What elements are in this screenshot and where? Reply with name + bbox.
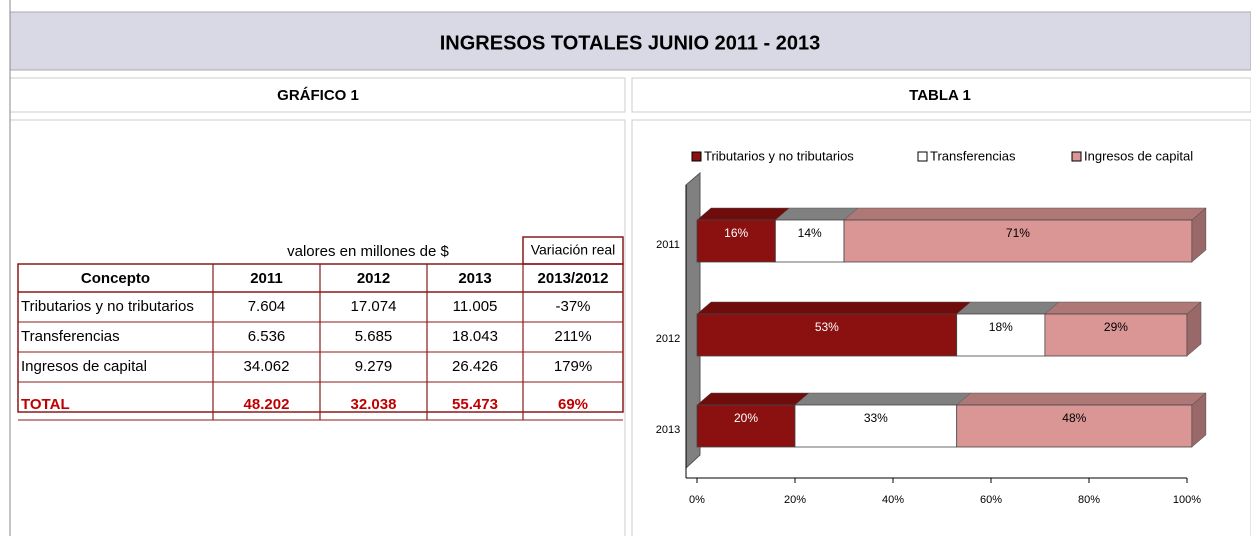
column-header: Concepto <box>81 270 150 287</box>
bar-side <box>1191 207 1207 263</box>
header-band <box>9 11 1251 71</box>
bar-top <box>843 207 1207 221</box>
data-label: 16% <box>724 226 748 240</box>
bar-segment <box>1044 313 1188 357</box>
variation-header: Variación real <box>531 242 616 258</box>
bar-segment <box>775 219 845 263</box>
column-header: 2012 <box>357 270 390 287</box>
table-cell: 11.005 <box>453 298 498 315</box>
legend-swatch <box>917 151 928 162</box>
right-title: TABLA 1 <box>909 87 971 104</box>
data-label: 33% <box>864 411 888 425</box>
x-tick-label: 100% <box>1173 494 1201 506</box>
bar-segment <box>696 404 796 448</box>
y-tick-label: 2012 <box>656 333 680 345</box>
table-note: valores en millones de $ <box>287 243 449 260</box>
bar-top <box>1044 301 1202 315</box>
legend-label: Ingresos de capital <box>1084 148 1193 163</box>
table-cell: 9.279 <box>355 358 393 375</box>
x-tick-label: 60% <box>980 494 1002 506</box>
table-cell: 7.604 <box>248 298 286 315</box>
table-cell: Transferencias <box>21 328 120 345</box>
legend-label: Transferencias <box>930 148 1016 163</box>
total-cell: 55.473 <box>452 396 498 413</box>
data-label: 14% <box>798 226 822 240</box>
table-cell: Tributarios y no tributarios <box>21 298 194 315</box>
column-header: 2013 <box>458 270 491 287</box>
table-cell: 5.685 <box>355 328 393 345</box>
table-cell: 211% <box>554 328 591 345</box>
bar-segment <box>794 404 958 448</box>
bar-top <box>696 301 972 315</box>
bar-top <box>794 392 972 406</box>
right-head <box>631 77 1251 113</box>
bar-segment <box>956 313 1046 357</box>
total-cell: 32.038 <box>351 396 397 413</box>
total-cell: 69% <box>558 396 588 413</box>
legend-swatch <box>1071 151 1082 162</box>
table-cell: Ingresos de capital <box>21 358 147 375</box>
data-label: 18% <box>989 320 1013 334</box>
table-cell: 17.074 <box>351 298 397 315</box>
total-cell: TOTAL <box>21 396 70 413</box>
bar-top <box>774 207 859 221</box>
left-title: GRÁFICO 1 <box>277 87 359 104</box>
bar-top <box>696 392 810 406</box>
table-cell: 34.062 <box>244 358 290 375</box>
legend-label: Tributarios y no tributarios <box>704 148 854 163</box>
left-head <box>9 77 626 113</box>
column-header: 2013/2012 <box>538 270 609 287</box>
legend-swatch <box>691 151 702 162</box>
table-cell: 18.043 <box>452 328 498 345</box>
bar-segment <box>696 313 958 357</box>
data-label: 71% <box>1006 226 1030 240</box>
bar-side <box>1191 392 1207 448</box>
x-tick-label: 80% <box>1078 494 1100 506</box>
y-tick-label: 2013 <box>656 424 680 436</box>
table-cell: 26.426 <box>452 358 498 375</box>
data-label: 29% <box>1104 320 1128 334</box>
column-header: 2011 <box>250 270 283 287</box>
data-label: 48% <box>1062 411 1086 425</box>
table-cell: 179% <box>554 358 592 375</box>
bar-top <box>956 301 1060 315</box>
bar-top <box>696 207 791 221</box>
bar-side <box>1186 301 1202 357</box>
total-cell: 48.202 <box>244 396 290 413</box>
x-tick-label: 20% <box>784 494 806 506</box>
table-cell: 6.536 <box>248 328 286 345</box>
x-tick-label: 40% <box>882 494 904 506</box>
y-tick-label: 2011 <box>656 239 680 251</box>
data-label: 20% <box>734 411 758 425</box>
page-title: INGRESOS TOTALES JUNIO 2011 - 2013 <box>440 32 821 54</box>
bar-top <box>956 392 1207 406</box>
data-label: 53% <box>815 320 839 334</box>
x-tick-label: 0% <box>689 494 705 506</box>
table-cell: -37% <box>555 298 590 315</box>
